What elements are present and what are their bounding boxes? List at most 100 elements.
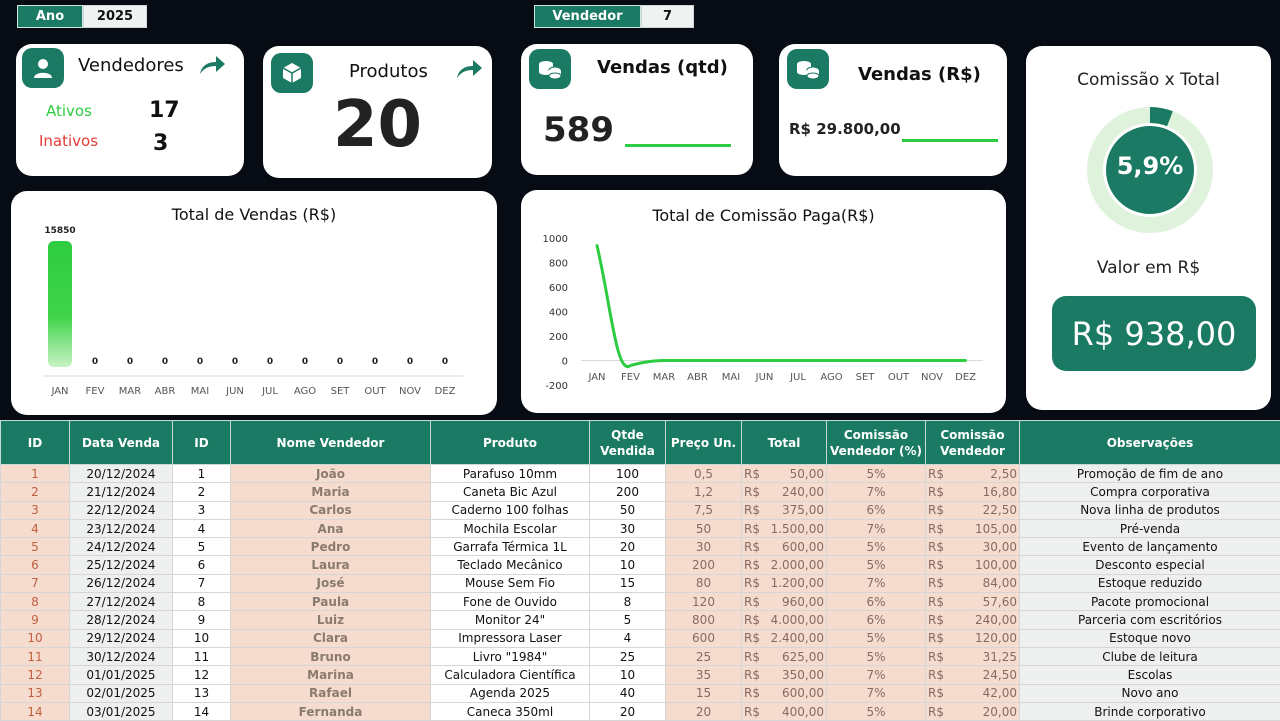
x-tick-label: DEZ bbox=[435, 386, 456, 397]
bar-data-label: 15850 bbox=[44, 226, 75, 236]
column-header[interactable]: Data Venda bbox=[70, 421, 173, 465]
table-cell: 2 bbox=[1, 483, 70, 501]
table-cell: 120 bbox=[666, 593, 742, 611]
bar-data-label: 0 bbox=[372, 357, 378, 367]
amount: 42,00 bbox=[983, 686, 1017, 700]
table-cell: 100 bbox=[590, 465, 666, 483]
table-cell: Fernanda bbox=[231, 702, 431, 720]
currency-symbol: R$ bbox=[928, 558, 944, 572]
column-header[interactable]: ID bbox=[173, 421, 231, 465]
comissao-value: R$ 938,00 bbox=[1052, 296, 1256, 371]
x-tick-label: FEV bbox=[86, 386, 105, 397]
amount: 240,00 bbox=[975, 613, 1017, 627]
column-header[interactable]: ID bbox=[1, 421, 70, 465]
card-vendas-rs: Vendas (R$) R$ 29.800,00 bbox=[779, 44, 1007, 176]
table-cell: R$31,25 bbox=[926, 647, 1020, 665]
table-cell: R$1.200,00 bbox=[742, 574, 827, 592]
card-vendas-rs-title: Vendas (R$) bbox=[858, 64, 981, 85]
user-icon bbox=[22, 48, 64, 88]
table-cell: 15 bbox=[666, 684, 742, 702]
table-cell: 6 bbox=[1, 556, 70, 574]
table-cell: 6% bbox=[827, 611, 926, 629]
table-cell: 10 bbox=[590, 556, 666, 574]
table-cell: Livro "1984" bbox=[431, 647, 590, 665]
column-header[interactable]: Comissão Vendedor bbox=[926, 421, 1020, 465]
table-cell: Caneta Bic Azul bbox=[431, 483, 590, 501]
currency-symbol: R$ bbox=[744, 503, 760, 517]
card-vendedores: Vendedores Ativos 17 Inativos 3 bbox=[16, 44, 244, 176]
table-cell: 30 bbox=[666, 538, 742, 556]
card-vendas-qtd: Vendas (qtd) 589 bbox=[521, 44, 753, 175]
table-cell: 600 bbox=[666, 629, 742, 647]
table-cell: 14 bbox=[173, 702, 231, 720]
x-tick-label: JUN bbox=[225, 386, 244, 397]
x-tick-label: FEV bbox=[621, 372, 640, 383]
amount: 2,50 bbox=[990, 467, 1017, 481]
table-cell: 5% bbox=[827, 702, 926, 720]
inactive-label: Inativos bbox=[39, 132, 98, 150]
seller-filter-value[interactable]: 7 bbox=[641, 5, 694, 28]
currency-symbol: R$ bbox=[928, 540, 944, 554]
table-cell: 5% bbox=[827, 556, 926, 574]
vendas-rs-value: R$ 29.800,00 bbox=[789, 120, 901, 138]
table-cell: Rafael bbox=[231, 684, 431, 702]
column-header[interactable]: Observações bbox=[1020, 421, 1280, 465]
table-cell: 10 bbox=[590, 666, 666, 684]
table-cell: Escolas bbox=[1020, 666, 1280, 684]
table-cell: Bruno bbox=[231, 647, 431, 665]
card-produtos: Produtos 20 bbox=[263, 46, 492, 178]
amount: 2.000,00 bbox=[771, 558, 824, 572]
active-label: Ativos bbox=[46, 102, 92, 120]
currency-symbol: R$ bbox=[744, 613, 760, 627]
table-cell: R$2,50 bbox=[926, 465, 1020, 483]
x-tick-label: OUT bbox=[364, 386, 386, 397]
table-cell: R$600,00 bbox=[742, 538, 827, 556]
amount: 350,00 bbox=[782, 668, 824, 682]
column-header[interactable]: Total bbox=[742, 421, 827, 465]
y-tick-label: 0 bbox=[562, 357, 568, 368]
column-header[interactable]: Produto bbox=[431, 421, 590, 465]
table-cell: R$4.000,00 bbox=[742, 611, 827, 629]
table-cell: Clube de leitura bbox=[1020, 647, 1280, 665]
share-arrow-icon[interactable] bbox=[455, 58, 483, 84]
table-cell: 4 bbox=[173, 519, 231, 537]
year-filter-value[interactable]: 2025 bbox=[83, 5, 147, 28]
x-tick-label: ABR bbox=[687, 372, 708, 383]
table-cell: 50 bbox=[590, 501, 666, 519]
x-tick-label: MAI bbox=[722, 372, 740, 383]
column-header[interactable]: Nome Vendedor bbox=[231, 421, 431, 465]
table-cell: 35 bbox=[666, 666, 742, 684]
table-cell: Maria bbox=[231, 483, 431, 501]
table-cell: 20 bbox=[666, 702, 742, 720]
table-cell: 20/12/2024 bbox=[70, 465, 173, 483]
table-cell: 12 bbox=[1, 666, 70, 684]
table-cell: R$375,00 bbox=[742, 501, 827, 519]
table-cell: 2 bbox=[173, 483, 231, 501]
column-header[interactable]: Comissão Vendedor (%) bbox=[827, 421, 926, 465]
x-tick-label: DEZ bbox=[955, 372, 976, 383]
active-value: 17 bbox=[149, 98, 180, 123]
column-header[interactable]: Preço Un. bbox=[666, 421, 742, 465]
amount: 625,00 bbox=[782, 650, 824, 664]
table-cell: R$625,00 bbox=[742, 647, 827, 665]
share-arrow-icon[interactable] bbox=[198, 54, 226, 80]
column-header[interactable]: Qtde Vendida bbox=[590, 421, 666, 465]
table-cell: Fone de Ouvido bbox=[431, 593, 590, 611]
table-cell: R$960,00 bbox=[742, 593, 827, 611]
currency-symbol: R$ bbox=[744, 540, 760, 554]
